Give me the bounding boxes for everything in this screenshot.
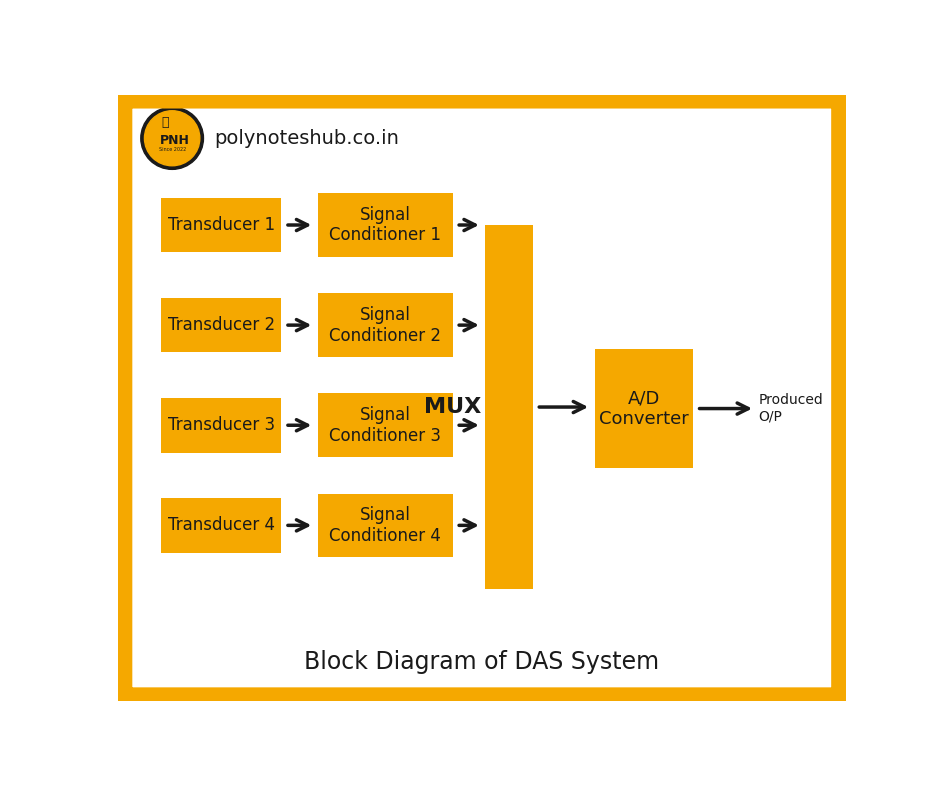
Bar (318, 493, 453, 557)
Bar (162, 298, 281, 352)
Bar (162, 198, 281, 252)
Text: polynoteshub.co.in: polynoteshub.co.in (214, 128, 400, 147)
Ellipse shape (141, 107, 203, 169)
Text: Transducer 1: Transducer 1 (167, 216, 274, 234)
Text: 🎓: 🎓 (161, 116, 168, 129)
Text: Transducer 3: Transducer 3 (167, 416, 274, 434)
Text: PNH: PNH (160, 134, 190, 147)
Text: Produced
O/P: Produced O/P (759, 393, 823, 424)
Text: Signal
Conditioner 3: Signal Conditioner 3 (329, 406, 441, 444)
Text: Since 2022: Since 2022 (159, 147, 186, 151)
Bar (162, 398, 281, 452)
Bar (162, 498, 281, 552)
Text: Block Diagram of DAS System: Block Diagram of DAS System (305, 650, 659, 674)
Text: Signal
Conditioner 1: Signal Conditioner 1 (329, 206, 441, 244)
Text: Transducer 4: Transducer 4 (168, 516, 274, 534)
Text: Signal
Conditioner 4: Signal Conditioner 4 (329, 506, 441, 545)
Bar (318, 293, 453, 357)
Bar (485, 225, 533, 589)
Text: Signal
Conditioner 2: Signal Conditioner 2 (329, 306, 441, 344)
Text: Transducer 2: Transducer 2 (167, 316, 274, 334)
Bar (595, 349, 693, 468)
Text: MUX: MUX (425, 397, 481, 417)
Bar (318, 393, 453, 457)
Text: A/D
Converter: A/D Converter (599, 389, 689, 428)
Bar (318, 193, 453, 257)
Ellipse shape (145, 111, 200, 165)
